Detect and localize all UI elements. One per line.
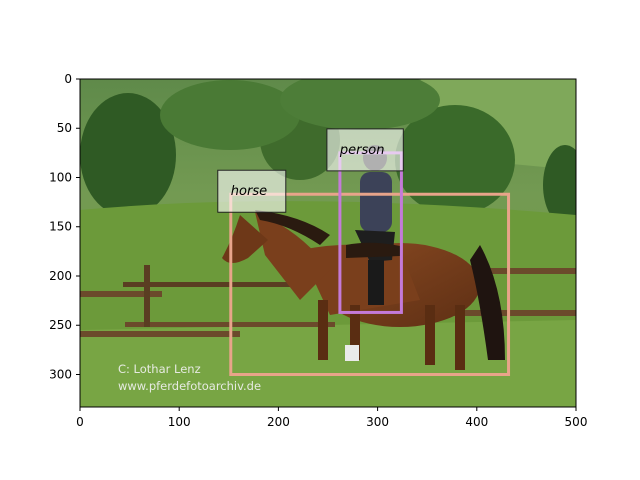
y-tick-label: 50 bbox=[57, 121, 72, 135]
bbox-label-bg bbox=[217, 169, 287, 213]
y-tick-label: 100 bbox=[49, 170, 72, 184]
y-tick-label: 300 bbox=[49, 367, 72, 381]
detection-boxes: horse person bbox=[217, 128, 511, 376]
y-tick-label: 200 bbox=[49, 269, 72, 283]
bbox-label-bg bbox=[326, 128, 404, 172]
y-axis: 0 50 100 150 200 250 300 bbox=[49, 72, 80, 381]
x-tick-label: 400 bbox=[465, 415, 488, 429]
x-axis: 0 100 200 300 400 500 bbox=[76, 407, 587, 429]
bbox-label-horse: horse bbox=[231, 184, 267, 199]
axes-frame bbox=[79, 78, 577, 408]
x-tick-label: 200 bbox=[267, 415, 290, 429]
bbox-label-person: person bbox=[339, 143, 385, 158]
photo bbox=[80, 79, 576, 407]
y-tick-label: 150 bbox=[49, 220, 72, 234]
y-tick-label: 250 bbox=[49, 318, 72, 332]
bbox-horse bbox=[229, 192, 511, 376]
x-tick-label: 0 bbox=[76, 415, 84, 429]
watermark-line1: C: Lothar Lenz bbox=[118, 362, 201, 376]
watermark-line2: www.pferdefotoarchiv.de bbox=[118, 379, 261, 393]
tree-icon bbox=[80, 79, 576, 225]
x-tick-label: 300 bbox=[366, 415, 389, 429]
y-tick-label: 0 bbox=[64, 72, 72, 86]
photo-watermark: C: Lothar Lenz www.pferdefotoarchiv.de bbox=[118, 362, 261, 393]
x-tick-label: 100 bbox=[168, 415, 191, 429]
x-tick-label: 500 bbox=[565, 415, 588, 429]
